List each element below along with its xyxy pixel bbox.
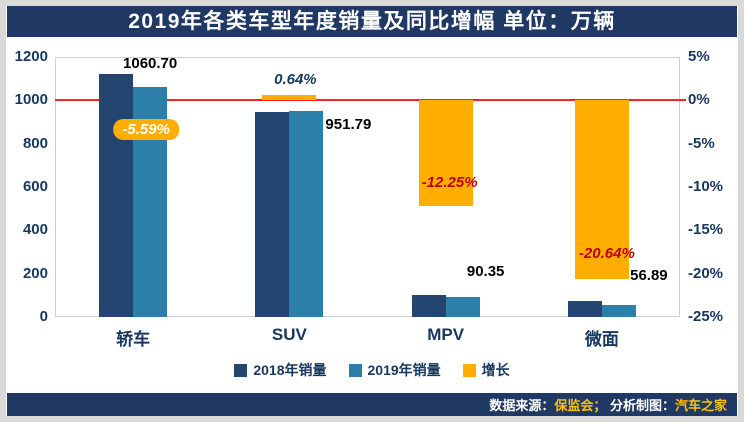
bar-2018 — [567, 301, 602, 317]
left-axis-tick: 200 — [22, 264, 48, 282]
left-axis-tick: 1200 — [14, 48, 48, 65]
footer-text-2: 分析制图： — [606, 398, 675, 413]
bar-2019 — [601, 304, 636, 317]
x-axis-label: 微面 — [584, 330, 619, 349]
footer-text-3: 汽车之家 — [674, 398, 727, 413]
right-axis-tick: 0% — [688, 91, 710, 109]
zero-line — [55, 99, 686, 102]
left-axis-tick: 800 — [22, 134, 48, 152]
growth-label: -20.64% — [578, 245, 635, 262]
footer-text-0: 数据来源： — [489, 398, 555, 413]
legend: 2018年销量 2019年销量 增长 — [0, 360, 744, 380]
left-axis-tick: 600 — [22, 178, 48, 195]
legend-swatch-2 — [462, 363, 476, 377]
bar-2018 — [411, 294, 446, 317]
legend-swatch-0 — [234, 363, 248, 377]
right-axis-tick: -25% — [688, 308, 724, 325]
bar-2018 — [99, 73, 134, 317]
source-footer: 数据来源： 保监会； 分析制图： 汽车之家 — [7, 393, 737, 416]
right-axis-tick: -15% — [688, 221, 724, 239]
legend-swatch-1 — [348, 363, 362, 377]
bar-growth — [418, 100, 473, 207]
x-axis-label: SUV — [271, 325, 307, 344]
bar-growth — [574, 100, 629, 280]
bar-2019 — [289, 110, 324, 317]
legend-label-0: 2018年销量 — [253, 362, 327, 378]
value-label: 1060.70 — [123, 55, 178, 72]
right-axis-tick: 5% — [688, 48, 710, 65]
growth-label: -12.25% — [421, 174, 478, 191]
left-axis-tick: 0 — [39, 308, 48, 325]
footer-text-1: 保监会； — [554, 398, 607, 413]
right-axis-tick: -20% — [688, 264, 724, 282]
bar-growth — [262, 94, 317, 101]
bar-2018 — [255, 112, 290, 317]
legend-label-1: 2019年销量 — [367, 362, 441, 378]
value-label: 56.89 — [630, 267, 668, 284]
x-axis-label: 轿车 — [116, 330, 151, 349]
growth-label: -5.59% — [113, 119, 179, 140]
value-label: 951.79 — [325, 116, 372, 133]
growth-label: 0.64% — [274, 71, 317, 88]
value-label: 90.35 — [466, 263, 505, 280]
legend-item-2: 增长 — [462, 360, 510, 380]
right-axis-tick: -10% — [688, 178, 724, 195]
legend-item-1: 2019年销量 — [348, 360, 441, 380]
chart-title: 2019年各类车型年度销量及同比增幅 单位：万辆 — [7, 6, 737, 37]
right-axis-tick: -5% — [688, 134, 715, 152]
bar-2019 — [445, 297, 480, 317]
x-axis-label: MPV — [427, 325, 465, 344]
left-axis-tick: 400 — [22, 221, 48, 239]
left-axis-tick: 1000 — [14, 91, 48, 109]
legend-item-0: 2018年销量 — [234, 360, 327, 380]
legend-label-2: 增长 — [481, 362, 510, 378]
